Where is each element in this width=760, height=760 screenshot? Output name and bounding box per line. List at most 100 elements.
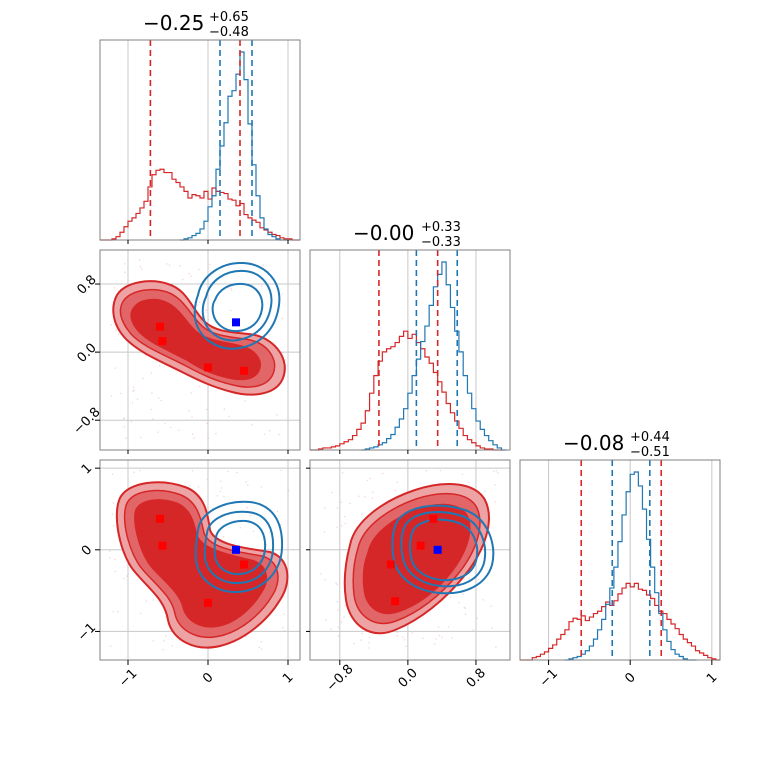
sample-dot	[215, 432, 217, 435]
sample-dot	[188, 272, 190, 275]
sample-dot	[464, 613, 467, 616]
sample-dot	[381, 472, 384, 475]
sample-dot	[323, 531, 326, 533]
points-3-2	[386, 514, 442, 606]
sample-dot	[283, 613, 285, 615]
red-point-marker	[156, 322, 164, 331]
sample-dot	[150, 372, 153, 374]
sample-dot	[133, 471, 135, 474]
sample-dot	[482, 599, 484, 601]
sample-dot	[236, 471, 238, 474]
sample-dot	[472, 629, 474, 631]
sample-dot	[245, 481, 248, 483]
points-3-1	[156, 514, 248, 607]
sample-dot	[349, 502, 352, 505]
sample-dot	[139, 265, 142, 268]
sample-dot	[394, 489, 397, 492]
sample-dot	[495, 470, 498, 472]
sample-dot	[228, 415, 230, 418]
sample-dot	[281, 351, 284, 354]
hist-blue-2	[361, 261, 507, 451]
sample-dot	[490, 627, 493, 629]
quantile-lines-3	[580, 460, 663, 660]
sample-dot	[151, 392, 153, 395]
sample-dot	[207, 318, 210, 321]
title-upper-3: +0.44	[630, 430, 670, 445]
sample-dot	[123, 425, 126, 428]
quantile-lines-2	[378, 250, 459, 450]
sample-dot	[114, 570, 117, 573]
sample-dot	[160, 399, 162, 402]
sample-dot	[152, 599, 154, 601]
sample-dot	[287, 489, 290, 492]
sample-dot	[132, 386, 135, 389]
contour-blue-2-1	[193, 261, 281, 350]
sample-dot	[439, 469, 442, 472]
sample-dot	[198, 385, 201, 388]
sample-dot	[344, 522, 347, 525]
sample-dot	[438, 634, 441, 637]
contour-blue-outer	[194, 500, 284, 594]
sample-dot	[222, 535, 225, 538]
sample-dot	[401, 636, 404, 638]
sample-dot	[325, 619, 327, 621]
sample-dot	[435, 638, 437, 640]
sample-dot	[191, 433, 194, 435]
sample-dot	[114, 367, 117, 369]
title-upper-2: +0.33	[421, 220, 461, 235]
sample-dot	[320, 573, 322, 575]
sample-dot	[112, 502, 115, 504]
panel-scatter-2-1	[99, 249, 301, 451]
sample-dot	[244, 400, 246, 402]
sample-dot	[485, 541, 488, 544]
sample-dot	[123, 263, 126, 265]
sample-dot	[467, 481, 470, 484]
sample-dot	[337, 635, 340, 637]
sample-dot	[109, 556, 111, 559]
title-lower-1: −0.48	[209, 25, 249, 40]
sample-dot	[220, 480, 222, 483]
sample-dot	[190, 392, 193, 394]
sample-dot	[191, 416, 193, 418]
sample-dot	[425, 469, 428, 472]
sample-dot	[269, 531, 271, 533]
sample-dot	[441, 636, 443, 639]
sample-dot	[216, 495, 218, 497]
sample-dot	[205, 408, 208, 411]
red-histogram-3	[520, 582, 720, 661]
sample-dot	[371, 491, 374, 494]
sample-dot	[157, 431, 159, 434]
sample-dot	[330, 628, 332, 630]
frame-3-2	[309, 459, 511, 661]
contour-blue-mid	[203, 510, 275, 585]
sample-dot	[476, 617, 478, 619]
sample-dot	[449, 596, 452, 598]
sample-dot	[276, 510, 279, 512]
panel-marginal-2	[309, 249, 511, 451]
sample-dot	[495, 646, 497, 648]
sample-dot	[260, 648, 263, 650]
sample-dot	[366, 479, 369, 482]
sample-dot	[209, 263, 211, 266]
sample-dot	[178, 429, 180, 432]
contour-blue-outer	[193, 261, 281, 350]
sample-dot	[360, 639, 362, 641]
sample-dot	[405, 645, 407, 648]
sample-dot	[162, 648, 164, 651]
sample-dot	[113, 287, 116, 289]
panel-marginal-3	[519, 459, 721, 661]
sample-dot	[219, 490, 221, 493]
sample-dot	[239, 526, 242, 529]
grid-marginal-3	[548, 460, 713, 660]
sample-dot	[123, 577, 125, 580]
sample-dot	[251, 283, 254, 286]
sample-dot	[207, 437, 209, 440]
sample-dot	[403, 638, 406, 641]
sample-dot	[461, 473, 464, 476]
title-value-3: −0.08	[563, 431, 624, 455]
sample-dot	[198, 301, 201, 304]
sample-dot	[188, 410, 190, 412]
sample-dot	[117, 333, 120, 336]
red-point-marker	[204, 598, 212, 607]
sample-dot	[484, 490, 486, 492]
